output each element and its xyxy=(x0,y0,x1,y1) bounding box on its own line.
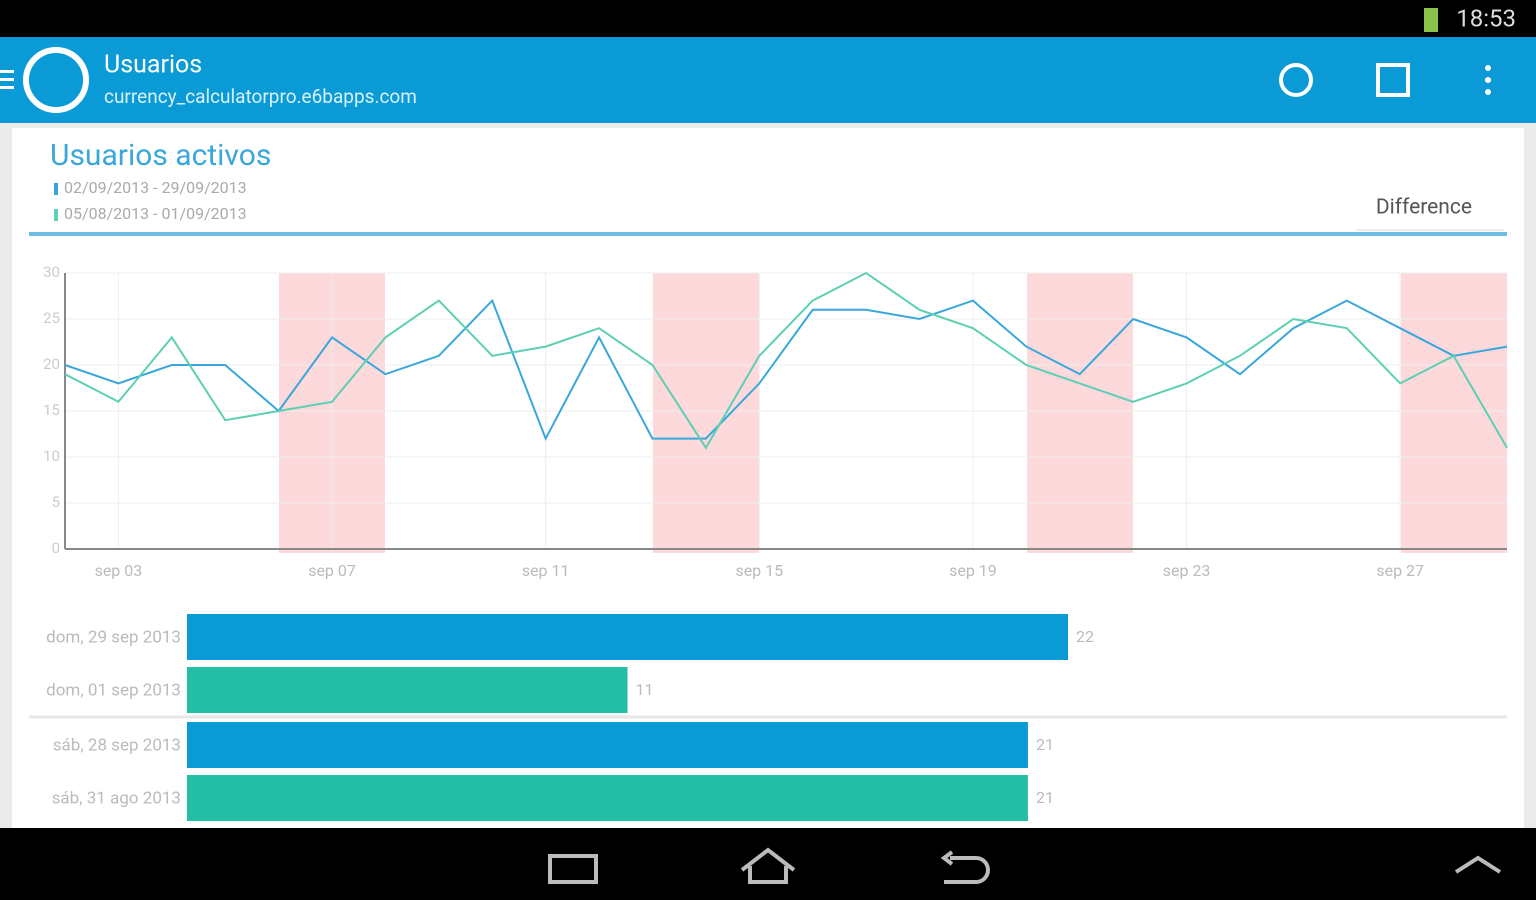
nav-bar xyxy=(0,828,1536,900)
back-button[interactable] xyxy=(940,850,990,884)
app-subtitle[interactable]: currency_calculatorpro.e6bapps.com xyxy=(104,85,417,108)
x-tick-label: sep 07 xyxy=(308,561,356,580)
legend-swatch xyxy=(54,209,58,221)
bar-value: 22 xyxy=(1076,627,1094,646)
y-tick-label: 0 xyxy=(52,539,60,557)
refresh-button[interactable] xyxy=(1279,63,1313,97)
menu-icon[interactable] xyxy=(0,70,14,89)
bar xyxy=(187,722,1028,768)
mode-dropdown[interactable]: Difference xyxy=(1376,196,1472,220)
bar xyxy=(187,667,628,713)
recents-button[interactable] xyxy=(548,854,598,884)
app-logo[interactable] xyxy=(23,47,89,113)
series-line xyxy=(64,271,1508,450)
row-label: sáb, 28 sep 2013 xyxy=(53,735,181,755)
row-label: sáb, 31 ago 2013 xyxy=(52,788,181,808)
x-tick-label: sep 27 xyxy=(1376,561,1424,580)
legend-swatch xyxy=(54,183,58,195)
x-tick-label: sep 23 xyxy=(1163,561,1211,580)
y-tick-label: 30 xyxy=(43,263,60,281)
row-label: dom, 01 sep 2013 xyxy=(46,680,181,700)
expand-button[interactable] xyxy=(1454,855,1502,874)
weekend-bands xyxy=(279,273,1507,553)
status-bar xyxy=(0,0,1536,37)
x-tick-label: sep 03 xyxy=(95,561,143,580)
bar-value: 11 xyxy=(636,680,654,699)
bar xyxy=(187,614,1068,660)
y-tick-label: 5 xyxy=(52,493,60,511)
y-tick-label: 25 xyxy=(43,309,60,327)
overflow-menu[interactable] xyxy=(1485,65,1491,95)
y-tick-label: 10 xyxy=(43,447,60,465)
y-tick-label: 15 xyxy=(43,401,60,419)
battery xyxy=(1424,8,1438,32)
y-tick-label: 20 xyxy=(43,355,60,373)
notes-button[interactable] xyxy=(1376,63,1410,97)
divider xyxy=(29,232,1507,236)
x-tick-label: sep 19 xyxy=(949,561,997,580)
legend-label: 05/08/2013 - 01/09/2013 xyxy=(64,204,247,223)
x-tick-label: sep 11 xyxy=(522,561,570,580)
legend-label: 02/09/2013 - 29/09/2013 xyxy=(64,178,247,197)
bar-value: 21 xyxy=(1036,788,1054,807)
home-button[interactable] xyxy=(740,847,796,884)
bar xyxy=(187,775,1028,821)
series-line xyxy=(64,298,1508,442)
bar-value: 21 xyxy=(1036,735,1054,754)
x-tick-label: sep 15 xyxy=(735,561,783,580)
clock: 18:53 xyxy=(1456,4,1516,32)
app-title[interactable]: Usuarios xyxy=(104,51,202,80)
app-bar xyxy=(0,37,1536,123)
row-label: dom, 29 sep 2013 xyxy=(46,627,181,647)
chart-title: Usuarios activos xyxy=(50,138,271,173)
